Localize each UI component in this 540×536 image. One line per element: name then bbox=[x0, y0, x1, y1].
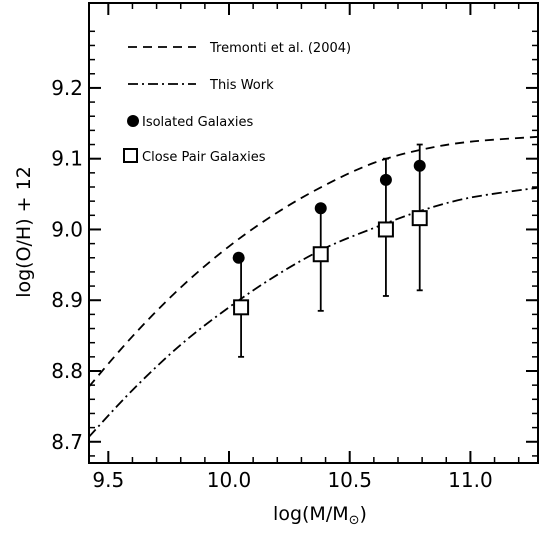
curve-0 bbox=[88, 135, 539, 388]
isolated-point bbox=[232, 251, 245, 264]
y-tick-label: 8.9 bbox=[51, 288, 83, 312]
x-axis-title-close: ) bbox=[360, 503, 367, 525]
isolated-point bbox=[379, 173, 392, 186]
legend: Tremonti et al. (2004) This Work Isolate… bbox=[123, 41, 351, 165]
y-tick-label: 9.1 bbox=[51, 147, 83, 171]
close-pair-point bbox=[377, 221, 394, 238]
x-axis-title-subscript: ⊙ bbox=[349, 513, 360, 528]
y-tick-label: 8.7 bbox=[51, 430, 83, 454]
close-pair-point bbox=[411, 210, 428, 227]
axis-ticks: 9.5 10.0 10.5 11.0 8.7 8.8 8.9 9.0 9.1 9.2 bbox=[51, 3, 538, 492]
legend-label-this-work: This Work bbox=[209, 78, 274, 93]
x-tick-label: 9.5 bbox=[92, 468, 124, 492]
x-axis-title: log(M/M⊙) bbox=[273, 503, 367, 528]
y-axis-title: log(O/H) + 12 bbox=[13, 166, 35, 298]
error-bars bbox=[238, 143, 423, 358]
y-tick-label: 9.0 bbox=[51, 217, 83, 241]
data-points bbox=[232, 159, 428, 316]
legend-marker-isolated bbox=[127, 115, 139, 127]
close-pair-point bbox=[233, 299, 250, 316]
x-tick-label: 10.0 bbox=[207, 468, 252, 492]
plot-frame bbox=[88, 2, 539, 464]
close-pair-point bbox=[312, 246, 329, 263]
x-tick-label: 11.0 bbox=[448, 468, 493, 492]
legend-label-isolated: Isolated Galaxies bbox=[142, 115, 254, 130]
model-curves bbox=[88, 135, 539, 438]
y-tick-label: 8.8 bbox=[51, 359, 83, 383]
x-tick-label: 10.5 bbox=[327, 468, 372, 492]
isolated-point bbox=[314, 202, 327, 215]
y-tick-label: 9.2 bbox=[51, 76, 83, 100]
isolated-point bbox=[413, 159, 426, 172]
curve-1 bbox=[88, 186, 539, 438]
legend-marker-close-pair bbox=[123, 148, 138, 163]
x-axis-title-main: log(M/M bbox=[273, 503, 349, 525]
legend-label-tremonti: Tremonti et al. (2004) bbox=[209, 41, 351, 56]
legend-label-close-pair: Close Pair Galaxies bbox=[142, 150, 266, 165]
